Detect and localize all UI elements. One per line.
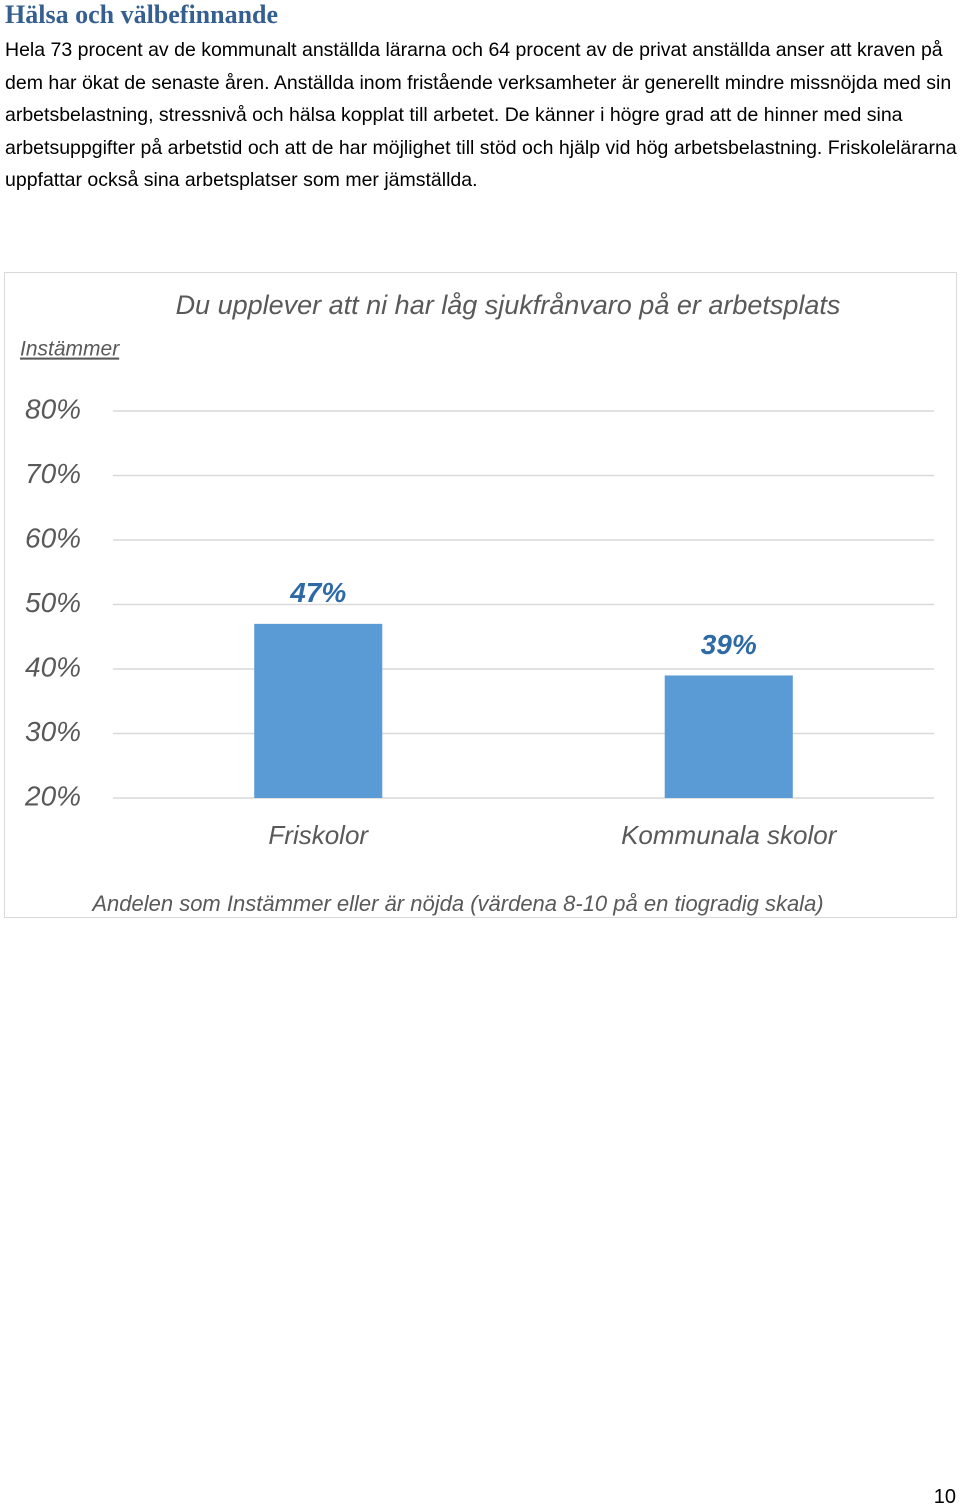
value-label: 39% [701,629,757,660]
paragraph: Hela 73 procent av de kommunalt anställd… [5,39,957,192]
bar [254,623,383,798]
chart: Du upplever att ni har låg sjukfrånvaro … [4,272,957,918]
heading: Hälsa och välbefinnande [5,0,279,29]
bar [664,675,793,798]
y-axis-label: Instämmer [20,338,120,361]
chart-frame [4,272,957,918]
y-tick-label: 80% [25,393,81,424]
page-number: 10 [933,1486,956,1508]
y-tick-label: 20% [24,780,81,811]
value-label: 47% [289,577,346,608]
y-tick-label: 70% [25,458,81,489]
y-tick-label: 30% [25,716,81,747]
y-tick-label: 40% [25,651,81,682]
y-tick-label: 60% [25,522,81,553]
chart-title: Du upplever att ni har låg sjukfrånvaro … [176,290,841,320]
y-tick-label: 50% [25,587,81,618]
x-axis-label: Andelen som Instämmer eller är nöjda (vä… [90,891,823,916]
x-tick-label: Friskolor [268,820,369,850]
x-tick-label: Kommunala skolor [621,820,838,850]
